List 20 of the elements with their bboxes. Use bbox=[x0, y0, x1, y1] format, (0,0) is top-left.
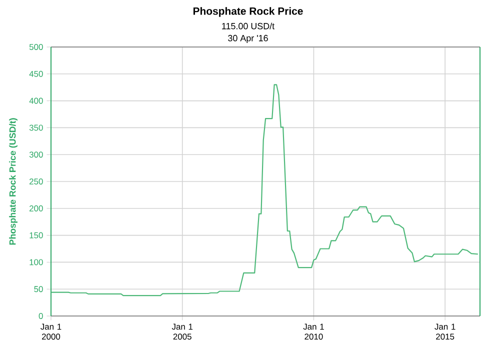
text: 30 Apr '16 bbox=[228, 34, 268, 44]
x-tick-label: Jan 1 2005 bbox=[172, 324, 193, 340]
x-tick-label: Jan 1 2010 bbox=[303, 324, 324, 340]
y-tick-label: 50 bbox=[34, 286, 43, 292]
y-tick-label: 200 bbox=[30, 205, 43, 212]
y-tick-label: 300 bbox=[29, 152, 43, 158]
x-tick-label: Jan 1 2000 bbox=[40, 324, 62, 340]
y-tick-label: 350 bbox=[29, 124, 43, 131]
y-tick-label: 100 bbox=[30, 259, 43, 266]
y-tick-label: 400 bbox=[29, 98, 43, 104]
chart-subtitle: 115.00 USD/t bbox=[222, 22, 275, 30]
y-axis-title: Phosphate Rock Price (USD/t) bbox=[9, 118, 18, 245]
chart-title: Phosphate Rock Price bbox=[193, 7, 303, 17]
y-tick-label: 0 bbox=[38, 313, 43, 319]
x-tick-label: Jan 1 2015 bbox=[434, 324, 456, 340]
y-tick-label: 150 bbox=[30, 232, 43, 238]
y-tick-label: 450 bbox=[29, 70, 43, 77]
y-tick-label: 250 bbox=[30, 178, 43, 184]
line-series bbox=[50, 84, 478, 296]
y-tick-label: 500 bbox=[29, 44, 43, 50]
